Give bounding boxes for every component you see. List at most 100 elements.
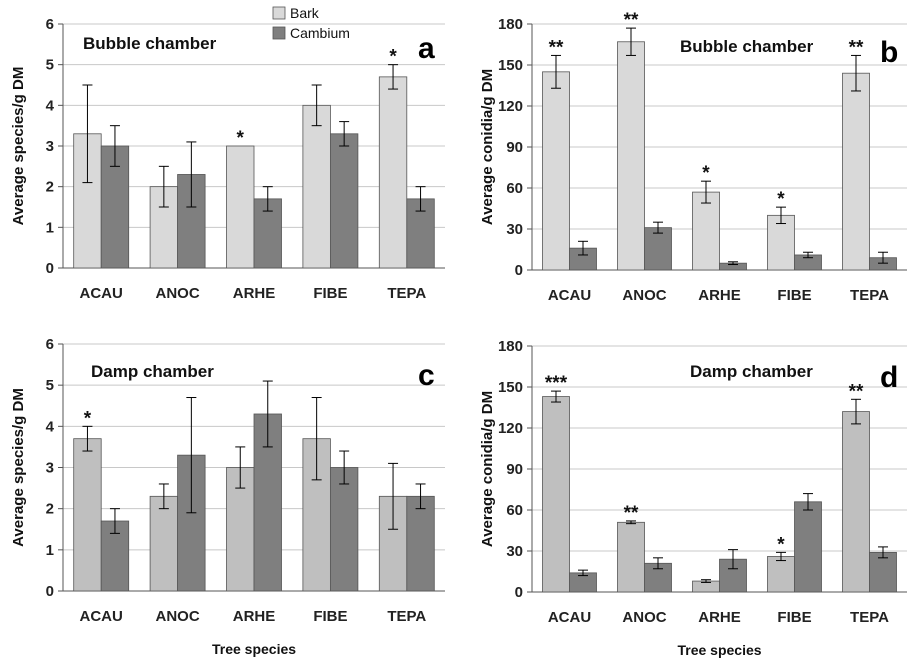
legend-swatch-cambium — [272, 26, 286, 40]
bar-bark-anoc — [149, 495, 178, 592]
x-tick-label: ARHE — [233, 285, 276, 302]
bar-bark-tepa — [842, 411, 870, 593]
x-tick-label: ANOC — [156, 285, 200, 302]
x-tick-label: ACAU — [548, 609, 591, 626]
y-tick-label: 30 — [506, 543, 523, 560]
y-tick-label: 180 — [498, 338, 523, 355]
y-tick-label: 60 — [506, 502, 523, 519]
y-tick-label: 120 — [498, 98, 523, 115]
y-tick-label: 2 — [46, 179, 54, 196]
y-tick-label: 60 — [506, 180, 523, 197]
x-tick-label: FIBE — [313, 285, 347, 302]
significance-star: * — [777, 534, 785, 555]
bar-bark-acau — [542, 396, 570, 593]
bar-bark-anoc — [617, 41, 645, 271]
significance-star: *** — [545, 373, 568, 394]
bar-bark-arhe — [226, 145, 255, 269]
y-tick-label: 150 — [498, 57, 523, 74]
x-axis-label: Tree species — [677, 642, 761, 658]
significance-star: ** — [624, 10, 639, 31]
x-tick-label: ARHE — [698, 287, 741, 304]
significance-star: * — [777, 189, 785, 210]
x-tick-label: ARHE — [233, 608, 276, 625]
x-tick-label: FIBE — [777, 609, 811, 626]
legend: Bark Cambium — [272, 5, 350, 41]
x-tick-label: ARHE — [698, 609, 741, 626]
y-tick-label: 6 — [46, 336, 54, 353]
y-tick-label: 90 — [506, 461, 523, 478]
bar-bark-acau — [73, 438, 102, 592]
y-tick-label: 3 — [46, 460, 54, 477]
chart-title: Damp chamber — [690, 362, 813, 381]
x-axis-label: Tree species — [212, 641, 296, 657]
x-tick-label: ANOC — [622, 609, 666, 626]
chart-panel-a: 0 1 2 3 4 5 6 ACAU ANOC ARHE FIBE TEPA * * Average spe… — [10, 5, 445, 302]
x-tick-label: ACAU — [80, 608, 123, 625]
y-tick-label: 1 — [46, 219, 54, 236]
chart-title: Damp chamber — [91, 362, 214, 381]
bar-cambium-fibe — [329, 133, 359, 269]
y-axis-label: Average conidia/g DM — [479, 69, 496, 225]
legend-swatch-bark — [272, 6, 286, 20]
chart-panel-c: 0 1 2 3 4 5 6 ACAU ANOC ARHE FIBE TEPA * Average spec… — [10, 336, 445, 657]
bar-bark-fibe — [302, 104, 331, 269]
panel-letter: b — [880, 36, 898, 69]
y-axis-label: Average species/g DM — [10, 388, 27, 547]
bar-bark-anoc — [617, 521, 645, 593]
significance-star: ** — [849, 37, 864, 58]
y-tick-label: 5 — [46, 377, 54, 394]
x-tick-label: ACAU — [80, 285, 123, 302]
significance-star: * — [84, 408, 92, 429]
panel-letter: d — [880, 361, 898, 394]
y-tick-label: 0 — [515, 262, 523, 279]
x-tick-label: ACAU — [548, 287, 591, 304]
y-tick-label: 0 — [46, 260, 54, 277]
panel-letter: a — [418, 32, 435, 65]
x-tick-label: FIBE — [777, 287, 811, 304]
x-tick-label: TEPA — [850, 609, 889, 626]
y-tick-label: 90 — [506, 139, 523, 156]
chart-title: Bubble chamber — [83, 34, 217, 53]
bar-cambium-fibe — [794, 501, 822, 593]
y-tick-label: 0 — [46, 583, 54, 600]
bar-bark-fibe — [767, 556, 795, 593]
y-tick-label: 4 — [46, 418, 55, 435]
significance-star: ** — [624, 503, 639, 524]
y-tick-label: 150 — [498, 379, 523, 396]
x-tick-label: TEPA — [850, 287, 889, 304]
bar-bark-tepa — [842, 72, 870, 271]
y-tick-label: 0 — [515, 584, 523, 601]
panel-letter: c — [418, 359, 435, 392]
y-axis-label: Average conidia/g DM — [479, 391, 496, 547]
y-tick-label: 2 — [46, 501, 54, 518]
x-tick-label: TEPA — [387, 608, 426, 625]
chart-title: Bubble chamber — [680, 37, 814, 56]
y-tick-label: 4 — [46, 97, 55, 114]
bar-cambium-anoc — [644, 227, 672, 271]
y-tick-label: 6 — [46, 16, 54, 33]
y-tick-label: 180 — [498, 16, 523, 33]
y-tick-label: 30 — [506, 221, 523, 238]
bar-bark-acau — [542, 71, 570, 271]
y-axis-label: Average species/g DM — [10, 67, 27, 226]
y-tick-label: 3 — [46, 138, 54, 155]
legend-label-bark: Bark — [290, 5, 320, 21]
significance-star: ** — [849, 381, 864, 402]
significance-star: * — [237, 128, 245, 149]
x-tick-label: ANOC — [156, 608, 200, 625]
bar-cambium-fibe — [329, 467, 359, 592]
x-tick-label: ANOC — [622, 287, 666, 304]
x-tick-label: FIBE — [313, 608, 347, 625]
significance-star: * — [389, 47, 397, 68]
significance-star: * — [702, 163, 710, 184]
legend-label-cambium: Cambium — [290, 25, 350, 41]
y-tick-label: 5 — [46, 57, 54, 74]
y-tick-label: 120 — [498, 420, 523, 437]
bar-bark-arhe — [692, 191, 720, 271]
x-tick-label: TEPA — [387, 285, 426, 302]
significance-star: ** — [549, 37, 564, 58]
bar-cambium-tepa — [869, 551, 897, 593]
